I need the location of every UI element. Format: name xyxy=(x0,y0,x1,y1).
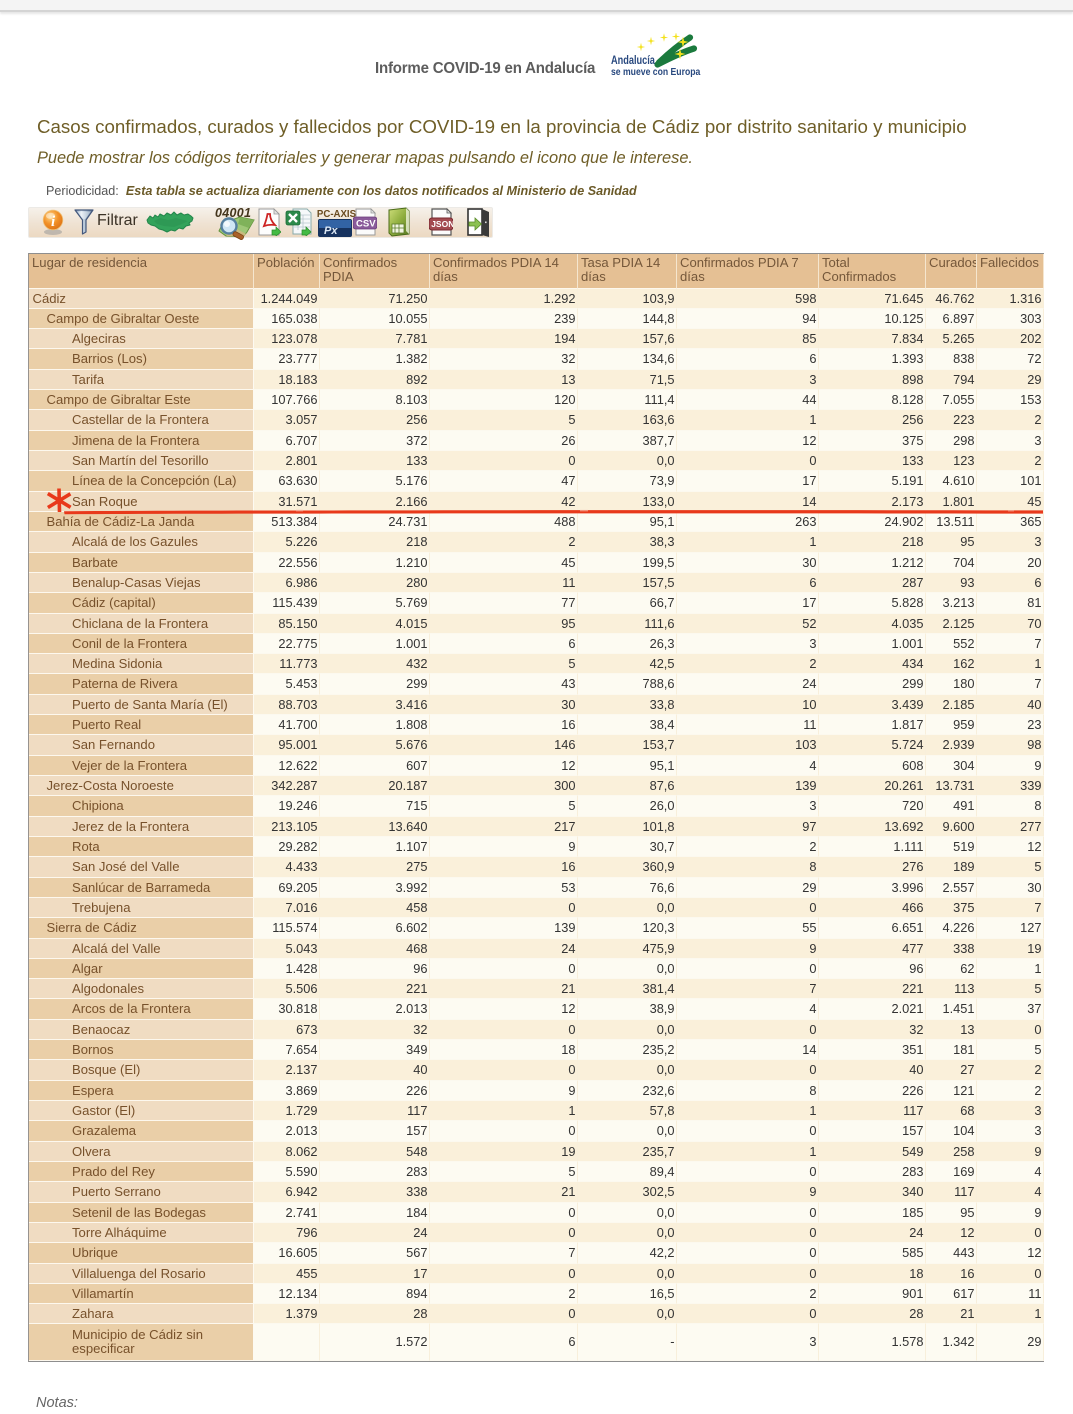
svg-text:PC-AXIS: PC-AXIS xyxy=(317,209,356,220)
svg-text:se mueve con Europa: se mueve con Europa xyxy=(611,66,701,78)
svg-text:04001: 04001 xyxy=(215,206,251,220)
svg-text:Andalucía: Andalucía xyxy=(611,55,655,67)
svg-text:i: i xyxy=(51,214,56,230)
svg-text:CSV: CSV xyxy=(356,219,376,230)
svg-text:Px: Px xyxy=(324,225,338,237)
svg-text:JSON: JSON xyxy=(431,219,453,229)
